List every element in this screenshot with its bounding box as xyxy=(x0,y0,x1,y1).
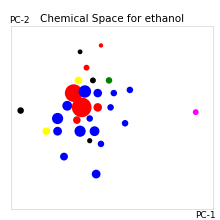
Point xyxy=(109,106,112,109)
Point xyxy=(77,79,80,82)
Point xyxy=(85,66,88,70)
Point xyxy=(128,88,132,92)
Point xyxy=(78,50,82,53)
Point xyxy=(94,172,98,176)
Point xyxy=(194,110,198,114)
Point xyxy=(96,106,99,109)
Point xyxy=(93,129,96,133)
Point xyxy=(107,79,111,82)
Point xyxy=(75,118,79,122)
Point xyxy=(80,106,83,109)
Point xyxy=(66,104,69,108)
Point xyxy=(83,90,87,93)
Point xyxy=(88,139,92,143)
Point xyxy=(45,129,48,133)
Point xyxy=(62,155,66,158)
Point xyxy=(88,117,92,120)
Point xyxy=(72,91,75,95)
Point xyxy=(123,121,127,125)
Point xyxy=(112,91,116,95)
Point xyxy=(56,117,59,120)
Point xyxy=(99,44,103,47)
Point xyxy=(56,129,59,133)
Point xyxy=(99,142,103,146)
Point xyxy=(19,109,22,112)
Title: Chemical Space for ethanol: Chemical Space for ethanol xyxy=(40,14,184,24)
Point xyxy=(91,79,95,82)
Text: PC-1: PC-1 xyxy=(195,211,215,220)
Point xyxy=(78,129,82,133)
Text: PC-2: PC-2 xyxy=(9,16,29,25)
Point xyxy=(96,91,99,95)
